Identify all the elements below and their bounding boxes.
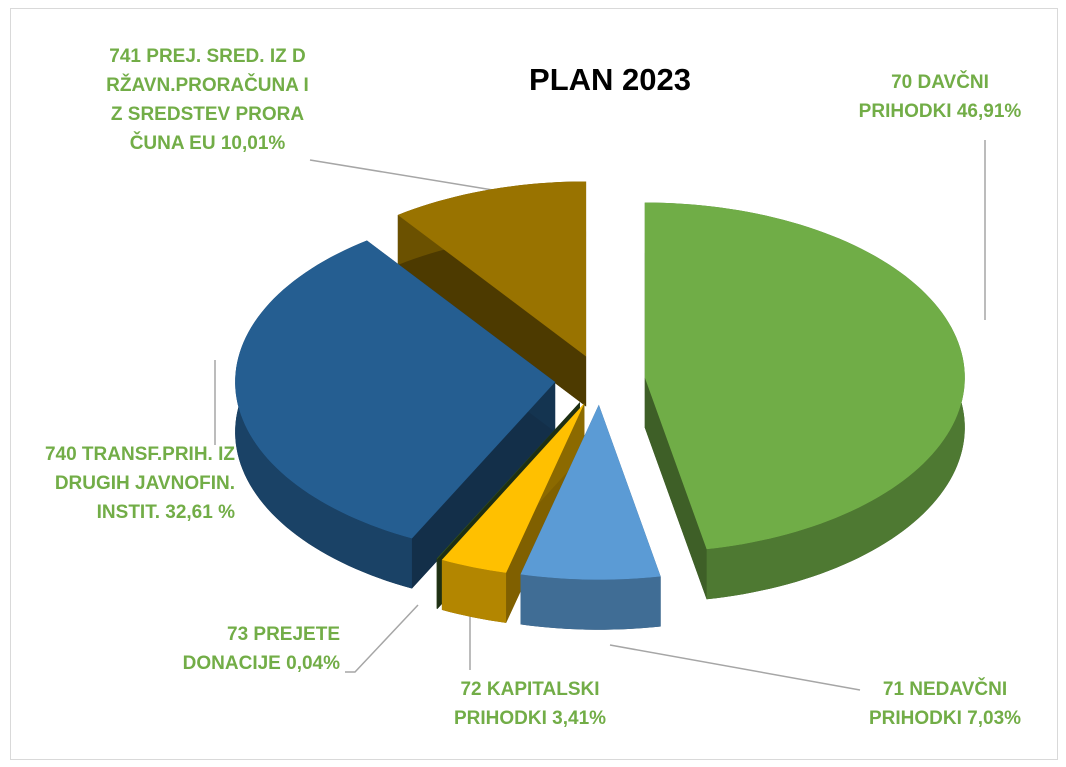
slice-side	[520, 574, 661, 630]
category-label: 72 KAPITALSKI PRIHODKI	[453, 679, 600, 729]
slice-label: 71 NEDAVČNI PRIHODKI 7,03%	[845, 675, 1045, 733]
leader-lines	[214, 140, 986, 691]
slice	[644, 202, 965, 600]
slice-side	[436, 558, 438, 609]
slice-top	[436, 402, 580, 559]
slice-label: 741 PREJ. SRED. IZ DRŽAVN.PRORAČUNA IZ S…	[105, 42, 310, 158]
value-label: 32,61 %	[165, 502, 235, 523]
chart-frame	[10, 8, 1058, 760]
category-label: 70 DAVČNI PRIHODKI	[858, 72, 989, 122]
slice-label: 740 TRANSF.PRIH. IZ DRUGIH JAVNOFIN. INS…	[20, 440, 235, 527]
slice-top	[235, 240, 556, 539]
slice-label: 73 PREJETE DONACIJE 0,04%	[140, 620, 340, 678]
slice-label: 72 KAPITALSKI PRIHODKI 3,41%	[430, 675, 630, 733]
category-label: 73 PREJETE DONACIJE	[182, 624, 340, 674]
slice-top	[520, 404, 661, 580]
slice-top	[644, 202, 965, 550]
slice-top	[397, 181, 587, 357]
category-label: 740 TRANSF.PRIH. IZ DRUGIH JAVNOFIN. INS…	[44, 444, 235, 523]
category-label: 71 NEDAVČNI PRIHODKI	[868, 679, 1008, 729]
value-label: 10,01%	[220, 133, 286, 154]
category-label: 741 PREJ. SRED. IZ DRŽAVN.PRORAČUNA IZ S…	[106, 46, 309, 154]
chart-title: PLAN 2023	[529, 62, 691, 97]
slice-label: 70 DAVČNI PRIHODKI 46,91%	[845, 68, 1035, 126]
slice-top	[441, 403, 585, 573]
value-label: 46,91%	[956, 101, 1022, 122]
value-label: 0,04%	[286, 653, 340, 674]
leader-line	[345, 604, 419, 673]
slice-edge	[397, 214, 587, 407]
value-label: 7,03%	[967, 708, 1022, 729]
slice-edge	[644, 377, 707, 600]
slice	[397, 181, 587, 407]
slice-edge	[411, 382, 556, 589]
slice-side	[441, 559, 507, 623]
slice	[520, 404, 661, 630]
value-label: 3,41%	[552, 708, 607, 729]
leader-line	[309, 159, 506, 193]
leader-line	[609, 644, 861, 691]
slice	[235, 240, 556, 589]
